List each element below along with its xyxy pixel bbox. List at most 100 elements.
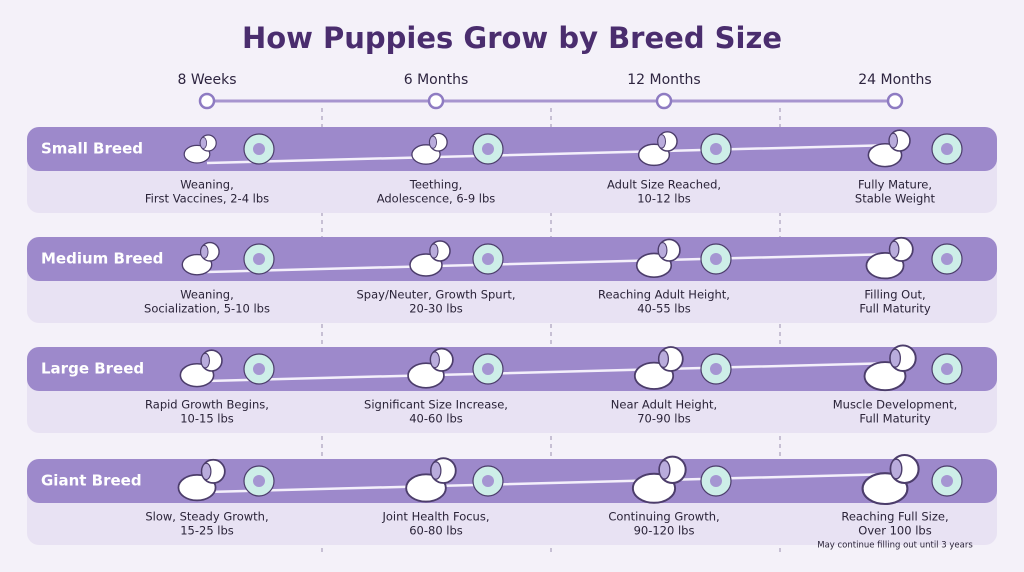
dog-ear	[888, 132, 898, 149]
icon-glyph	[941, 475, 953, 487]
icon-glyph	[710, 253, 722, 265]
cell-text: Adolescence, 6-9 lbs	[377, 192, 496, 206]
dog-ear	[429, 351, 441, 369]
dog-ear	[430, 461, 442, 480]
cell-text: 10-12 lbs	[637, 192, 691, 206]
dog-ear	[889, 348, 901, 368]
breed-label: Medium Breed	[41, 250, 163, 268]
dog-illustration	[635, 238, 681, 279]
cell-text: Adult Size Reached,	[607, 178, 721, 192]
cell-text: Full Maturity	[859, 302, 931, 316]
cell-text: 15-25 lbs	[180, 524, 234, 538]
dog-illustration	[177, 458, 226, 502]
timeline-node	[655, 92, 673, 110]
row-band	[27, 459, 997, 503]
cell-text: 20-30 lbs	[409, 302, 463, 316]
dog-ear	[201, 462, 212, 481]
dog-ear	[658, 349, 670, 368]
icon-glyph	[941, 363, 953, 375]
dog-illustration	[411, 132, 448, 165]
cell-text: Slow, Steady Growth,	[145, 510, 268, 524]
cell-text: 90-120 lbs	[634, 524, 695, 538]
timeline-node	[427, 92, 445, 110]
breed-label: Small Breed	[41, 140, 143, 158]
icon-glyph	[710, 363, 722, 375]
icon-glyph	[253, 475, 265, 487]
cell-text: 60-80 lbs	[409, 524, 463, 538]
icon-glyph	[710, 143, 722, 155]
dog-illustration	[863, 344, 917, 392]
cell-text: Socialization, 5-10 lbs	[144, 302, 270, 316]
dog-ear	[658, 459, 671, 480]
dog-ear	[429, 135, 437, 149]
timeline-label: 24 Months	[858, 72, 931, 88]
growth-line	[206, 143, 896, 165]
cell-text: Teething,	[409, 178, 462, 192]
growth-line	[206, 361, 896, 383]
dog-illustration	[407, 347, 454, 389]
dog-illustration	[181, 241, 220, 276]
cell-text: Over 100 lbs	[858, 524, 931, 538]
icon-glyph	[941, 143, 953, 155]
cell-text: Near Adult Height,	[611, 398, 717, 412]
icon-glyph	[710, 475, 722, 487]
dog-ear	[200, 244, 209, 259]
timeline-label: 12 Months	[627, 72, 700, 88]
timeline-node	[886, 92, 904, 110]
icon-glyph	[482, 475, 494, 487]
title: How Puppies Grow by Breed Size	[242, 21, 782, 55]
cell-text: 70-90 lbs	[637, 412, 691, 426]
cell-text: Weaning,	[180, 178, 234, 192]
icon-glyph	[482, 363, 494, 375]
dog-ear	[889, 240, 900, 259]
dog-illustration	[861, 453, 920, 506]
cell-text: Reaching Adult Height,	[598, 288, 730, 302]
cell-text: Joint Health Focus,	[382, 510, 490, 524]
cell-text: 10-15 lbs	[180, 412, 234, 426]
dog-ear	[657, 134, 667, 149]
dog-ear	[200, 352, 210, 369]
cell-text: Full Maturity	[859, 412, 931, 426]
cell-text: Filling Out,	[864, 288, 925, 302]
cell-text: Fully Mature,	[858, 178, 932, 192]
dog-illustration	[865, 236, 914, 280]
icon-glyph	[482, 143, 494, 155]
cell-text: Significant Size Increase,	[364, 398, 508, 412]
cell-text: Muscle Development,	[833, 398, 958, 412]
breed-label: Large Breed	[41, 360, 144, 378]
cell-text: Weaning,	[180, 288, 234, 302]
timeline-label: 8 Weeks	[177, 72, 236, 88]
dog-illustration	[867, 129, 911, 168]
dog-illustration	[183, 134, 217, 164]
cell-text: Reaching Full Size,	[841, 510, 948, 524]
timeline-label: 6 Months	[404, 72, 469, 88]
row-band	[27, 347, 997, 391]
cell-text: Continuing Growth,	[608, 510, 719, 524]
note: May continue filling out until 3 years	[817, 541, 973, 551]
cell-text: First Vaccines, 2-4 lbs	[145, 192, 269, 206]
icon-glyph	[941, 253, 953, 265]
cell-text: Stable Weight	[855, 192, 936, 206]
dog-illustration	[631, 455, 687, 504]
dog-illustration	[409, 240, 451, 277]
dog-ear	[657, 242, 668, 259]
cell-text: 40-55 lbs	[637, 302, 691, 316]
icon-glyph	[482, 253, 494, 265]
dog-illustration	[633, 346, 684, 390]
breed-label: Giant Breed	[41, 472, 142, 490]
growth-line	[206, 252, 896, 274]
icon-glyph	[253, 253, 265, 265]
dog-ear	[199, 136, 208, 149]
dog-illustration	[405, 457, 457, 503]
icon-glyph	[253, 143, 265, 155]
cell-text: Spay/Neuter, Growth Spurt,	[357, 288, 516, 302]
cell-text: 40-60 lbs	[409, 412, 463, 426]
timeline-node	[198, 92, 216, 110]
row-band	[27, 237, 997, 281]
dog-ear	[889, 458, 903, 480]
dog-illustration	[637, 131, 678, 167]
row-band	[27, 127, 997, 171]
dog-illustration	[179, 349, 223, 388]
growth-line	[206, 472, 896, 494]
